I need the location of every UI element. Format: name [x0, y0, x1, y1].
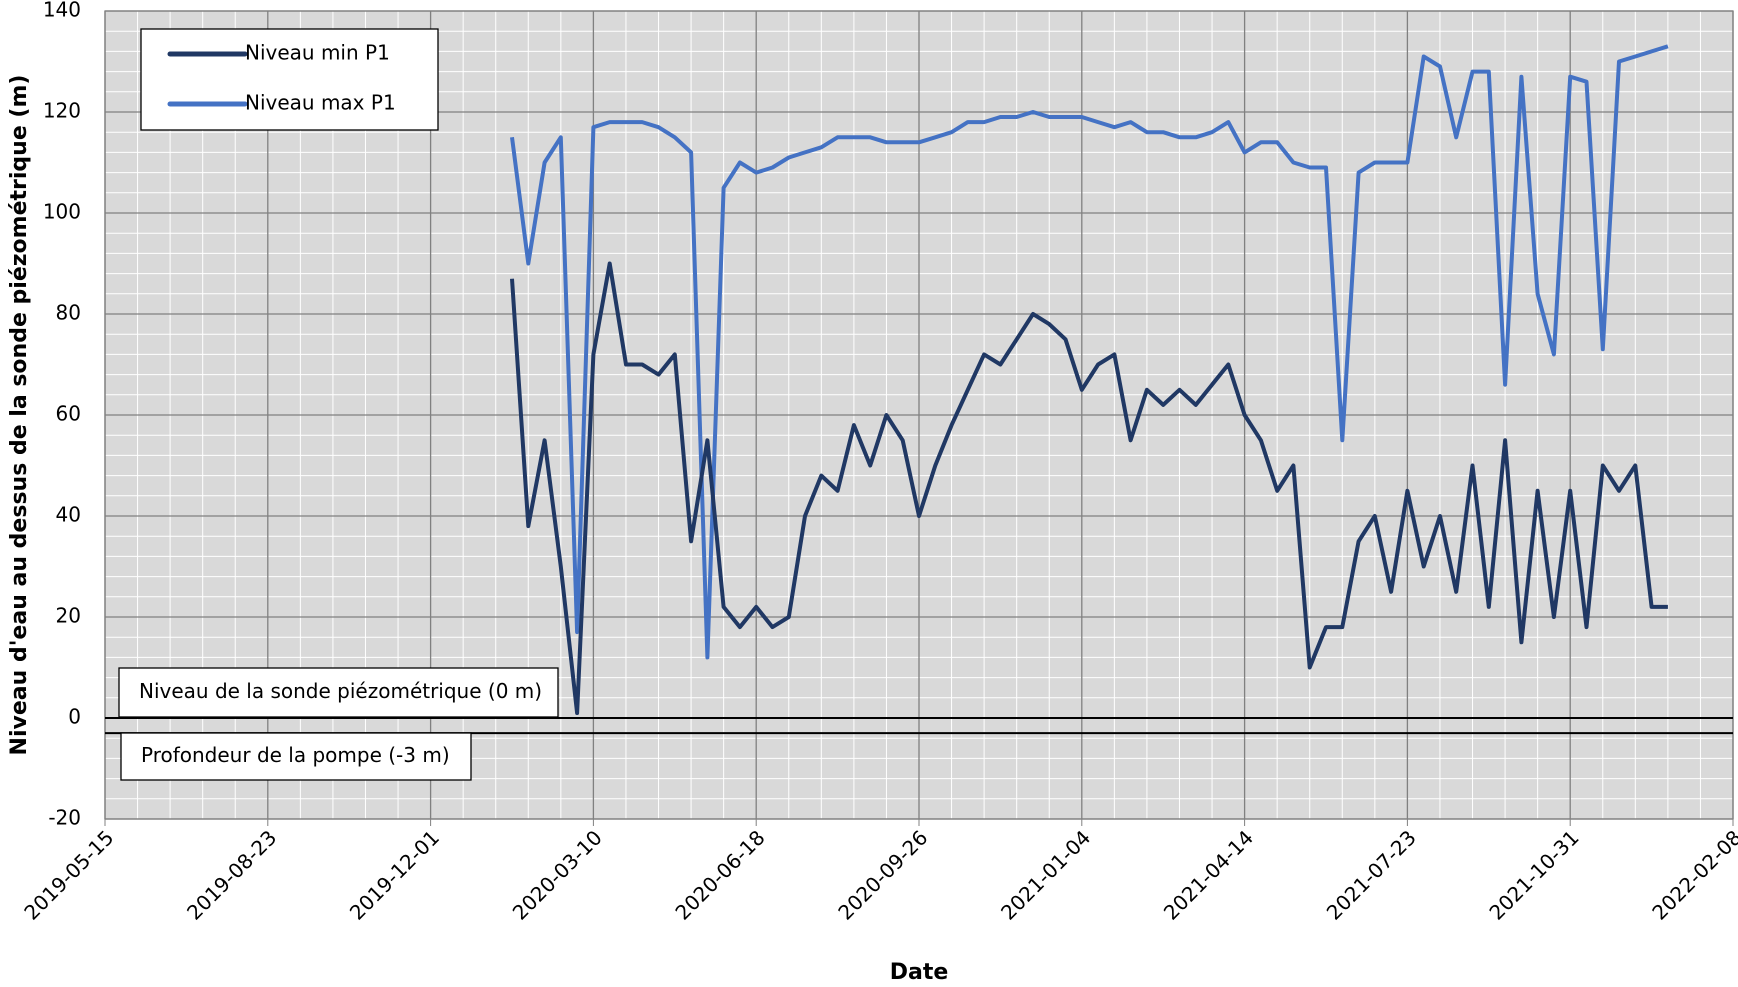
x-tick-label: 2020-06-18	[670, 825, 769, 924]
x-tick-label: 2019-05-15	[19, 825, 118, 924]
x-tick-label: 2021-01-04	[996, 825, 1095, 924]
x-tick-label: 2019-08-23	[182, 825, 281, 924]
y-tick-label: 40	[56, 503, 81, 527]
y-tick-label: 120	[43, 99, 81, 123]
y-tick-label: 140	[43, 0, 81, 22]
y-tick-label: 60	[56, 402, 81, 426]
x-axis-label: Date	[890, 960, 949, 985]
x-tick-label: 2021-04-14	[1159, 825, 1258, 924]
x-tick-label: 2022-02-08	[1647, 825, 1738, 924]
annotation-box	[120, 732, 472, 781]
x-tick-label: 2021-07-23	[1322, 825, 1421, 924]
annotation: Profondeur de la pompe (-3 m)	[141, 743, 450, 767]
x-tick-label: 2019-12-01	[345, 825, 444, 924]
y-tick-label: 100	[43, 200, 81, 224]
legend-box	[140, 28, 439, 131]
data-line	[510, 261, 1668, 715]
x-tick-label: 2021-10-31	[1484, 825, 1583, 924]
x-tick-label: 2020-09-26	[833, 825, 932, 924]
y-tick-label: 80	[56, 301, 81, 325]
plot-border	[104, 10, 1734, 820]
annotation: Niveau de la sonde piézométrique (0 m)	[139, 679, 542, 703]
legend-label: Niveau min P1	[245, 41, 390, 65]
data-line	[510, 44, 1669, 660]
annotation-box	[118, 667, 559, 718]
y-tick-label: 0	[68, 705, 81, 729]
legend-label: Niveau max P1	[245, 91, 396, 115]
y-tick-label: -20	[48, 806, 81, 830]
y-axis-label: Niveau d'eau au dessus de la sonde piézo…	[7, 75, 32, 756]
x-tick-label: 2020-03-10	[508, 825, 607, 924]
y-tick-label: 20	[56, 604, 81, 628]
